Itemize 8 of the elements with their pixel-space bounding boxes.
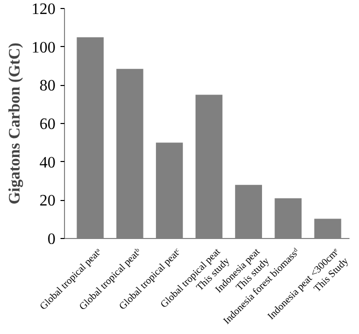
y-tick-label: 20 <box>40 192 56 210</box>
y-tick-label: 80 <box>40 78 56 95</box>
y-tick-label: 0 <box>48 231 56 248</box>
y-axis-title: Gigatons Carbon (GtC) <box>6 42 24 204</box>
y-tick-label: 100 <box>32 39 56 56</box>
y-tick-label: 120 <box>32 1 56 18</box>
y-tick-label: 60 <box>40 116 56 133</box>
y-tick-label: 40 <box>40 154 56 172</box>
